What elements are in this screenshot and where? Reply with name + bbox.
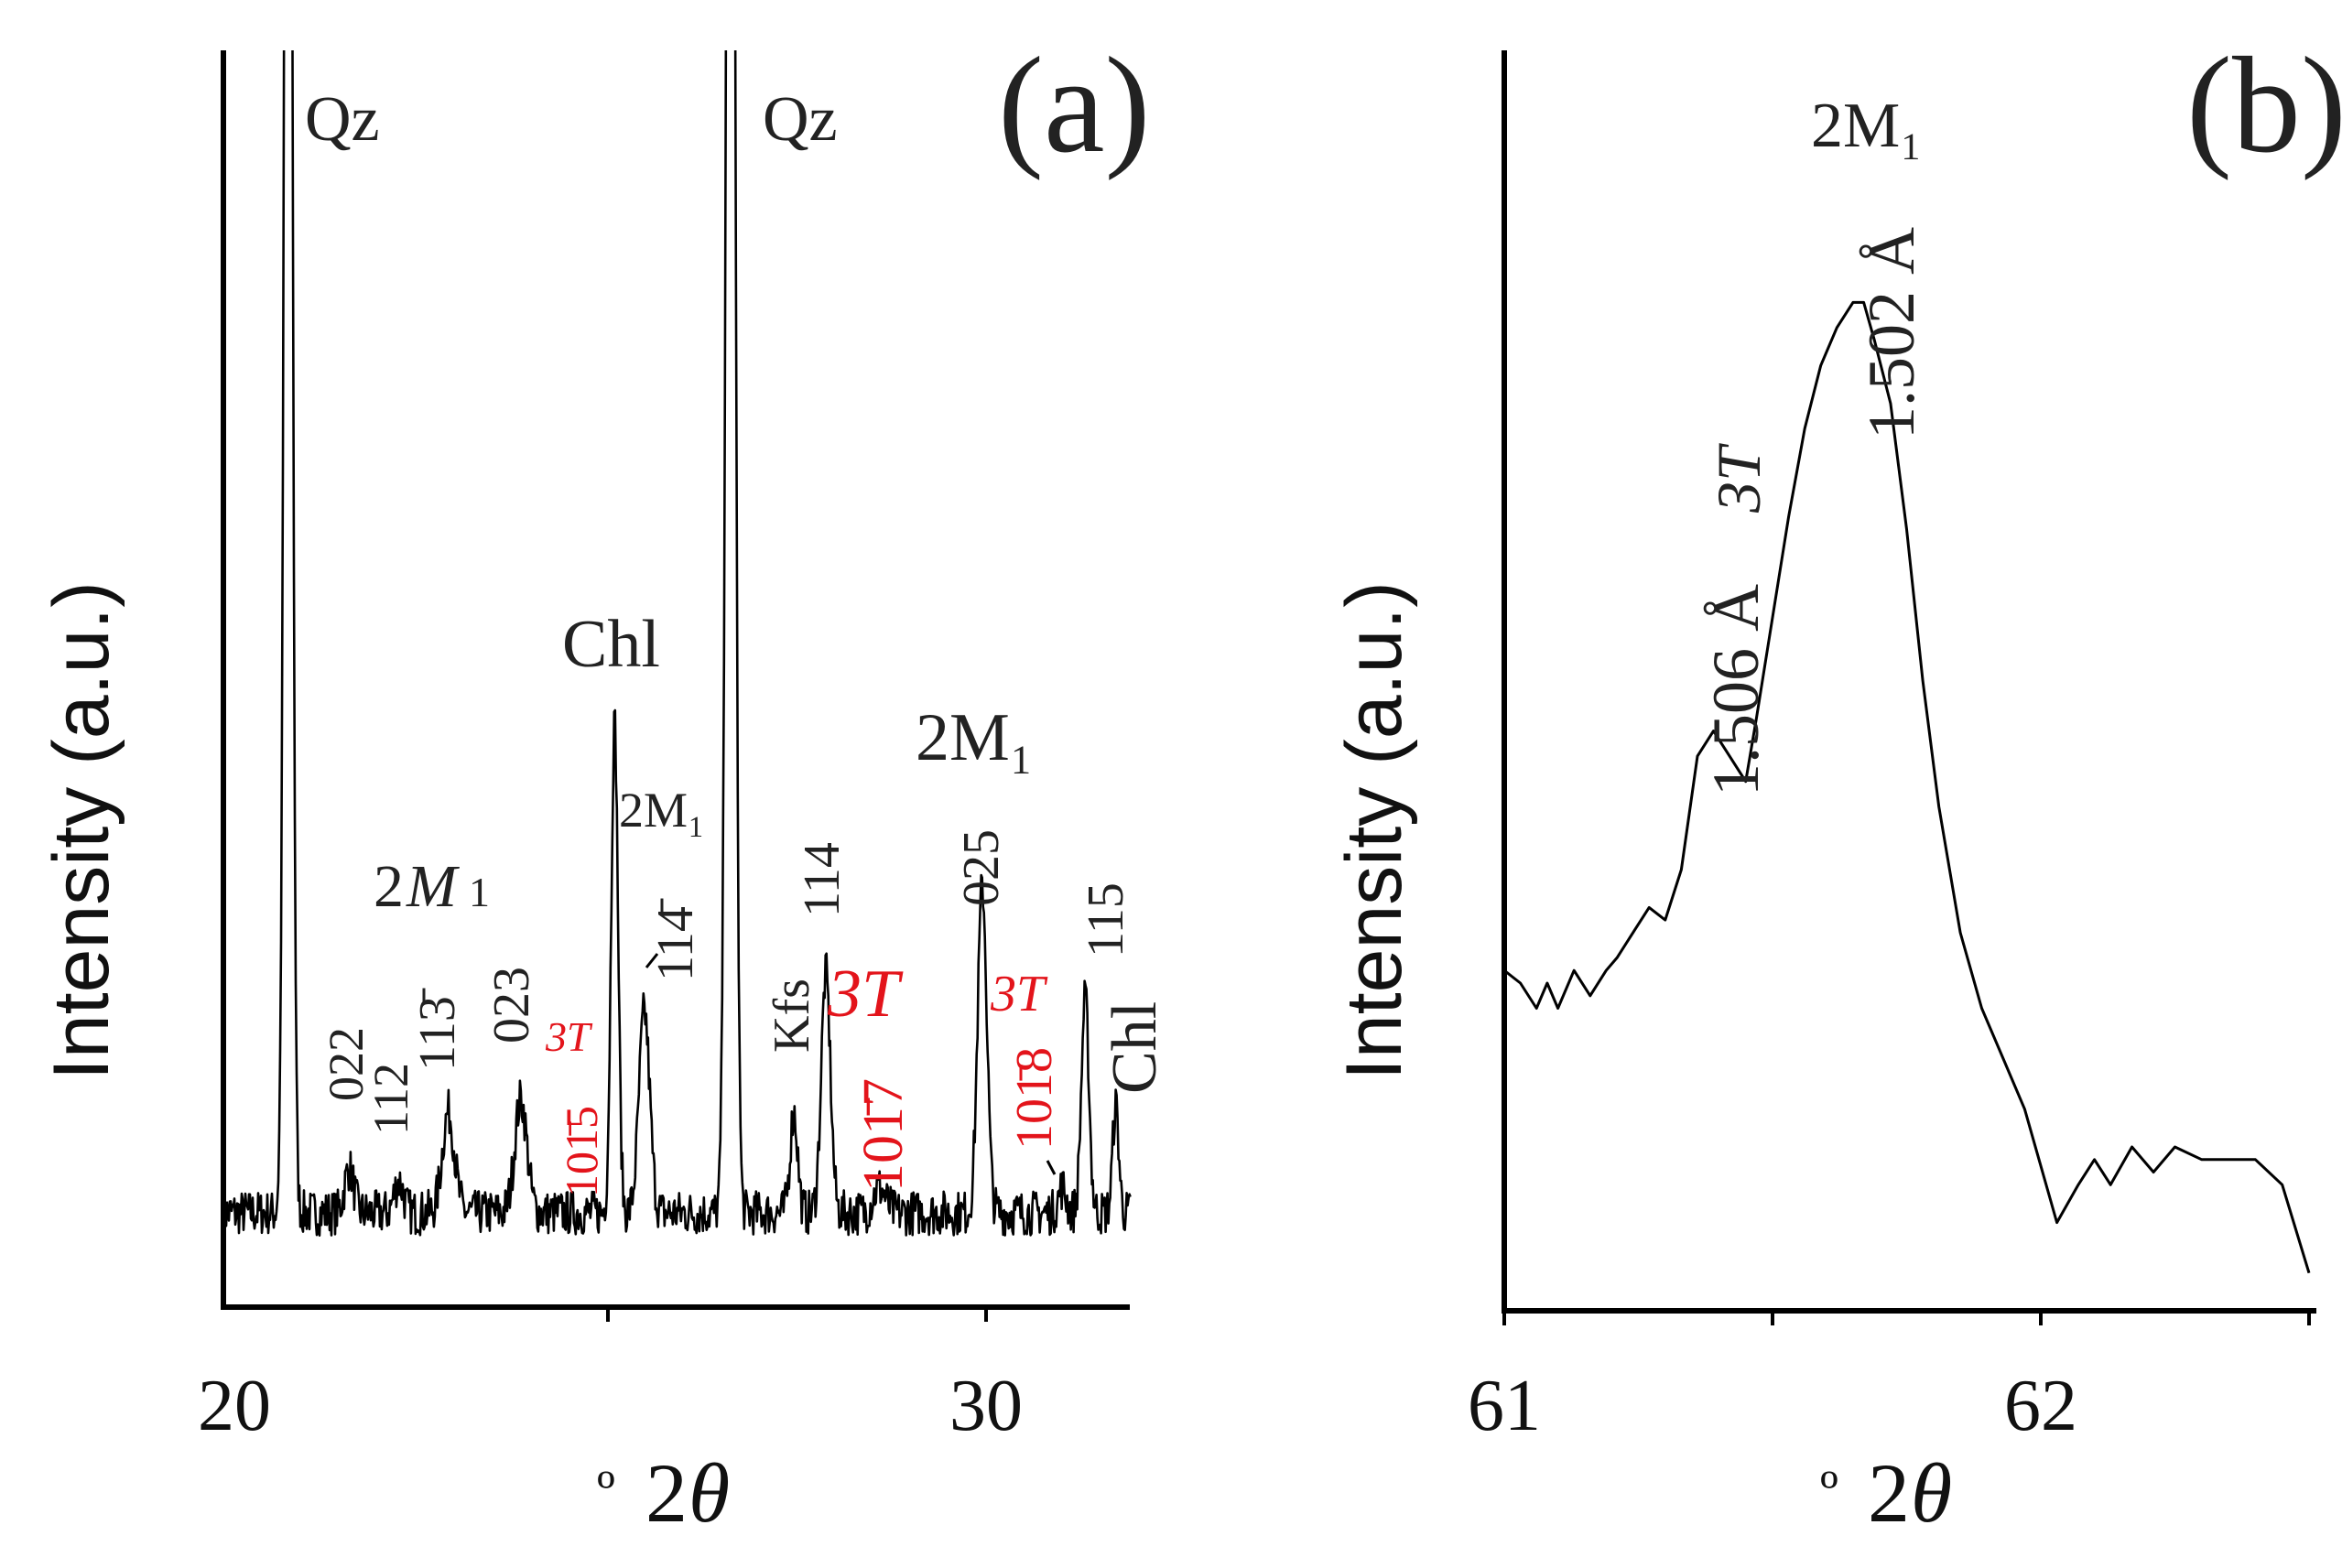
x-axis-degree-symbol: º — [1820, 1458, 1838, 1523]
label-d-spacing-1502: 1.502 Å — [1855, 227, 1928, 439]
label-3t: 3T — [545, 1013, 593, 1060]
label-hkl-1015: 101̄5 — [556, 1106, 607, 1197]
x-axis-degree-symbol: º — [597, 1458, 615, 1523]
x-axis-title-a: º 2 θ — [597, 1446, 730, 1540]
y-axis-label-b: Intensity (a.u.) — [1330, 581, 1418, 1080]
label-hkl-022: 022 — [319, 1027, 374, 1101]
label-3t: 3T — [827, 957, 904, 1032]
x-tick-label-61: 61 — [1468, 1366, 1541, 1446]
x-axis-title-2: 2 — [1868, 1446, 1910, 1540]
x-tick-label-20: 20 — [198, 1366, 271, 1446]
label-2m1: 2M₁ — [1811, 91, 1923, 161]
label-d-spacing-1506: 1.506 Å — [1699, 584, 1773, 796]
label-hkl-115: 115 — [1078, 882, 1134, 957]
label-hkl-1017: 101̄7 — [852, 1078, 915, 1192]
xrd-pattern-b — [1503, 300, 2311, 1274]
x-tick-label-30: 30 — [949, 1366, 1023, 1446]
label-hkl-025: 025 — [953, 829, 1010, 906]
label-3t: 3T — [1704, 443, 1773, 514]
panel-a: Intensity (a.u.) 20 30 º 2 θ (a) Qz Qz C… — [38, 29, 1170, 1540]
label-chl: Chl — [1100, 1001, 1170, 1094]
label-hkl-113: 113̄ — [409, 988, 466, 1071]
xrd-pattern-a — [223, 50, 1132, 1237]
leader-line — [645, 953, 659, 968]
x-axis-title-theta: θ — [1911, 1446, 1952, 1540]
panel-label-a: (a) — [998, 29, 1150, 181]
label-2m1: 2M₁ — [619, 783, 705, 838]
label-2m1-subscript: 1 — [469, 869, 490, 915]
panel-label-b: (b) — [2186, 29, 2342, 181]
label-chl: Chl — [562, 607, 660, 682]
label-qz: Qz — [305, 84, 380, 155]
label-2m1-m: M — [406, 853, 461, 920]
label-hkl-112: 112 — [363, 1063, 418, 1135]
label-2m1-digit: 2 — [374, 853, 404, 920]
label-kfs: Kfs — [764, 979, 820, 1053]
x-axis-title-b: º 2 θ — [1820, 1446, 1952, 1540]
x-tick-label-62: 62 — [2004, 1366, 2077, 1446]
x-axis-title-2: 2 — [645, 1446, 688, 1540]
label-3t: 3T — [990, 966, 1048, 1022]
label-hkl-1018: 101̄8 — [1006, 1047, 1063, 1150]
label-hkl-023: 023 — [483, 967, 540, 1044]
y-axis-label-a: Intensity (a.u.) — [38, 581, 125, 1080]
leader-line — [1046, 1160, 1057, 1175]
x-axis-title-theta: θ — [689, 1446, 730, 1540]
label-hkl-114: 114 — [794, 842, 851, 917]
label-qz: Qz — [763, 84, 838, 155]
panel-b: Intensity (a.u.) 61 62 º 2 θ (b) 3T 1.50… — [1330, 29, 2342, 1540]
label-2m1: 2M₁ — [916, 700, 1034, 775]
label-2m1-left: 2 M 1 — [374, 853, 490, 920]
label-hkl-114bar: 114̄ — [647, 898, 704, 981]
